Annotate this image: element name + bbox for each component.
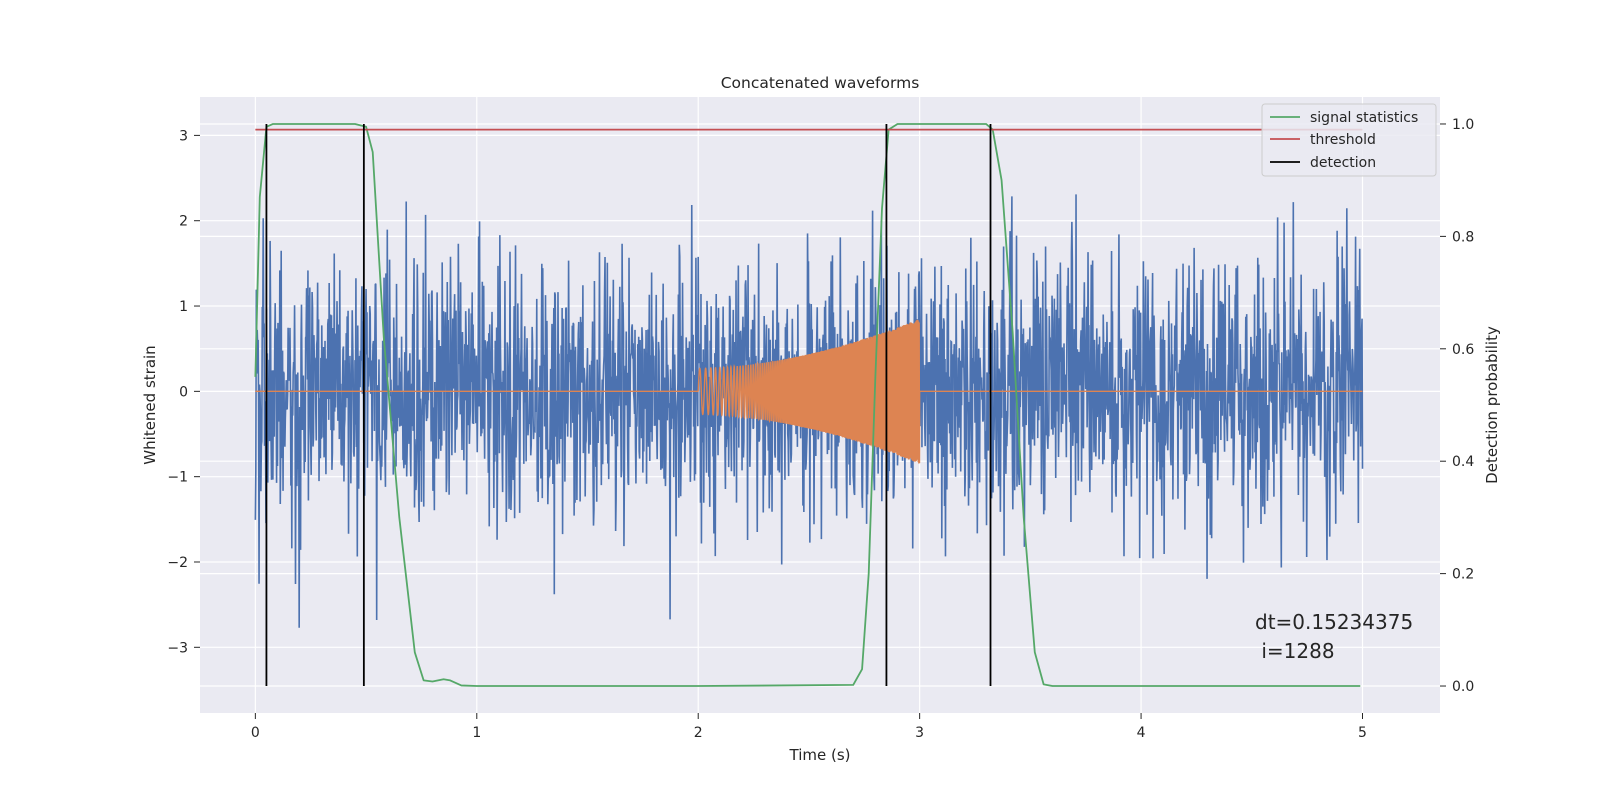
y-tick-label: −3 <box>167 640 188 656</box>
legend-label-detection: detection <box>1310 155 1376 171</box>
y-tick-label: 2 <box>179 214 188 230</box>
x-tick-label: 1 <box>472 725 481 741</box>
y-right-tick-label: 0.0 <box>1452 679 1474 695</box>
y-right-tick-label: 0.4 <box>1452 454 1474 470</box>
legend: signal statistics threshold detection <box>1261 103 1437 177</box>
y-tick-label: −2 <box>167 555 188 571</box>
y-right-tick-label: 1.0 <box>1452 117 1474 133</box>
legend-label-statistics: signal statistics <box>1310 110 1418 126</box>
chart-title: Concatenated waveforms <box>721 74 920 92</box>
y-tick-label: 0 <box>179 384 188 400</box>
y-axis-title: Whitened strain <box>141 345 159 464</box>
overlay-series <box>254 123 1363 687</box>
y-right-tick-label: 0.6 <box>1452 342 1474 358</box>
axis-ticks: 0 1 2 3 4 5 −3 −2 −1 0 1 2 3 0.0 0.2 0.4 0.6 0.8 1.0 <box>167 117 1474 741</box>
y-right-tick-label: 0.8 <box>1452 229 1474 245</box>
y-tick-label: −1 <box>167 470 188 486</box>
signal-line <box>255 319 1363 464</box>
signal-statistics-line <box>254 123 1361 687</box>
x-tick-label: 5 <box>1358 725 1367 741</box>
y-tick-label: 3 <box>179 128 188 144</box>
y-axis-right-title: Detection probability <box>1483 326 1501 484</box>
legend-box <box>1261 103 1437 177</box>
annotation-dt: dt=0.15234375 <box>1255 610 1413 634</box>
x-tick-label: 3 <box>915 725 924 741</box>
legend-label-threshold: threshold <box>1310 132 1376 148</box>
x-axis-title: Time (s) <box>789 746 851 764</box>
signal-series <box>255 319 1363 464</box>
annotation-i: i=1288 <box>1255 639 1335 663</box>
x-tick-label: 4 <box>1137 725 1146 741</box>
y-right-tick-label: 0.2 <box>1452 567 1474 583</box>
x-tick-label: 0 <box>251 725 260 741</box>
y-tick-label: 1 <box>179 299 188 315</box>
x-tick-label: 2 <box>694 725 703 741</box>
